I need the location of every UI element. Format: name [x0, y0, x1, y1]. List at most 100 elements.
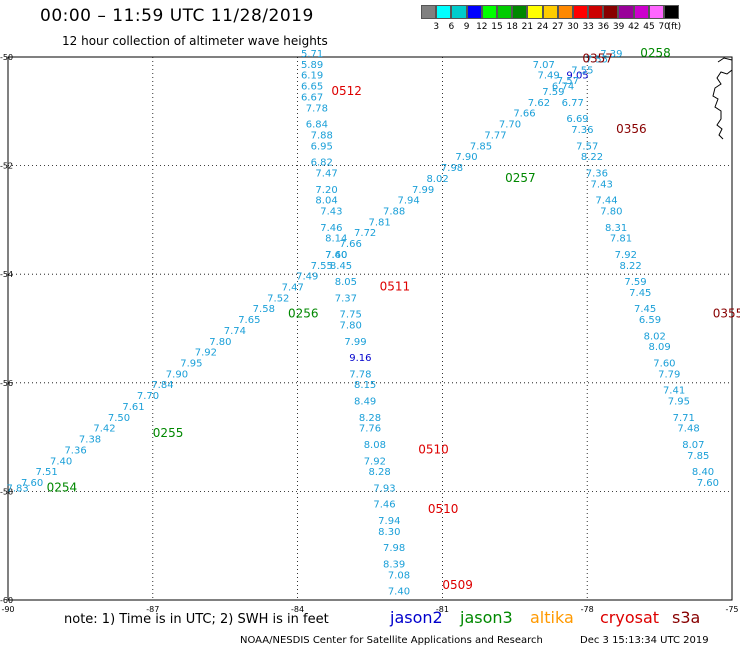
wave-height-value: 6.69: [566, 114, 588, 125]
wave-height-value: 8.30: [378, 527, 400, 538]
wave-height-value: 7.62: [528, 98, 550, 109]
legend-label: 36: [597, 22, 610, 32]
wave-height-value: 6.77: [562, 98, 584, 109]
wave-height-value: 7.78: [349, 369, 371, 380]
wave-height-value: 7.98: [383, 543, 405, 554]
wave-height-value: 7.39: [600, 49, 622, 60]
legend-label: 15: [491, 22, 503, 32]
wave-height-value: 7.94: [378, 516, 400, 527]
wave-height-value: 7.92: [195, 348, 217, 359]
pass-label: 0509: [442, 578, 473, 592]
wave-height-value: 8.40: [692, 467, 714, 478]
wave-height-value: 7.51: [35, 467, 57, 478]
wave-height-value: 7.81: [610, 234, 632, 245]
legend-label: 42: [628, 22, 640, 32]
pass-label: 0512: [331, 84, 362, 98]
wave-height-value: 7.84: [151, 380, 173, 391]
wave-height-value: 8.39: [383, 559, 405, 570]
tick-label-lon: -90: [1, 605, 14, 614]
footer-note: note: 1) Time is in UTC; 2) SWH is in fe…: [64, 612, 329, 627]
wave-height-value: 7.55: [586, 54, 608, 65]
wave-height-value: 6.19: [301, 71, 323, 82]
footer-timestamp: Dec 3 15:13:34 UTC 2019: [580, 635, 709, 646]
coastline: [712, 57, 733, 140]
wave-height-value: 7.85: [687, 451, 709, 462]
wave-height-value: 7.50: [108, 413, 130, 424]
wave-height-value: 8.02: [644, 331, 666, 342]
wave-height-value: 7.92: [615, 250, 637, 261]
pass-label: 0510: [418, 442, 449, 456]
wave-height-value: 7.36: [586, 168, 608, 179]
wave-height-value: 7.36: [64, 445, 86, 456]
wave-height-value: 8.15: [354, 380, 376, 391]
wave-height-value: 7.78: [306, 103, 328, 114]
wave-height-value: 7.70: [137, 391, 159, 402]
pass-label: 0510: [428, 502, 459, 516]
legend-swatch: [466, 5, 482, 19]
wave-height-value: 7.43: [591, 179, 613, 190]
pass-label: 0255: [153, 426, 184, 440]
wave-height-value: 7.07: [533, 60, 555, 71]
wave-height-value: 7.52: [267, 293, 289, 304]
wave-height-value: 6.84: [306, 120, 328, 131]
tick-label-lon: -87: [146, 605, 159, 614]
wave-height-value: 7.47: [282, 282, 304, 293]
satellite-jason2: jason2: [390, 608, 443, 627]
tick-label-lat: -56: [0, 379, 13, 388]
wave-height-value: 7.80: [600, 206, 622, 217]
legend-swatch: [542, 5, 558, 19]
legend-label: 30: [567, 22, 579, 32]
wave-height-value: 7.59: [624, 277, 646, 288]
legend-swatch: [496, 5, 513, 19]
legend-swatch: [421, 5, 437, 19]
legend-label: 12: [476, 22, 488, 32]
tick-label-lon: -78: [581, 605, 594, 614]
wave-height-value: 7.60: [21, 478, 43, 489]
tick-label-lat: -54: [0, 270, 13, 279]
pass-label: 0355: [713, 307, 740, 321]
wave-height-value: 7.58: [253, 304, 275, 315]
wave-height-value: 7.60: [697, 478, 719, 489]
wave-height-value: 7.88: [383, 206, 405, 217]
wave-height-value: 7.72: [354, 228, 376, 239]
wave-height-value: 8.45: [330, 261, 352, 272]
legend-swatch: [603, 5, 619, 19]
wave-height-value: 7.66: [513, 109, 535, 120]
wave-height-value: 7.44: [595, 196, 617, 207]
pass-label: 0254: [47, 480, 78, 494]
wave-height-value: 7.80: [209, 337, 231, 348]
wave-height-value: 7.95: [668, 397, 690, 408]
satellite-jason3: jason3: [460, 608, 513, 627]
legend-label: (ft): [667, 22, 682, 32]
satellite-altika: altika: [530, 608, 574, 627]
legend-label: 3: [433, 22, 440, 32]
wave-height-value: 7.81: [369, 217, 391, 228]
wave-height-value: 9.05: [566, 71, 588, 82]
pass-label: 0256: [288, 307, 319, 321]
wave-height-value: 7.48: [677, 424, 699, 435]
wave-height-value: 7.40: [325, 250, 347, 261]
wave-height-value: 7.36: [571, 125, 593, 136]
legend-label: 21: [521, 22, 534, 32]
map-frame: [7, 56, 733, 601]
legend-label: 70: [658, 22, 670, 32]
pass-label: 0356: [616, 122, 647, 136]
wave-height-value: 7.75: [340, 310, 362, 321]
map-subtitle: 12 hour collection of altimeter wave hei…: [62, 34, 328, 48]
wave-height-value: 8.07: [682, 440, 704, 451]
wave-height-value: 7.08: [388, 570, 410, 581]
color-legend: [421, 5, 680, 19]
legend-swatch: [436, 5, 452, 19]
tick-label-lat: -60: [0, 596, 13, 605]
wave-height-value: 9.16: [349, 353, 371, 364]
legend-swatch: [451, 5, 467, 19]
wave-height-value: 8.08: [364, 440, 386, 451]
pass-label: 0511: [380, 279, 411, 293]
pass-label: 0258: [640, 46, 671, 60]
wave-height-value: 7.76: [359, 424, 381, 435]
wave-height-value: 7.65: [238, 315, 260, 326]
wave-height-value: 7.79: [658, 369, 680, 380]
wave-height-value: 7.55: [571, 65, 593, 76]
map-title: 00:00 – 11:59 UTC 11/28/2019: [40, 6, 314, 26]
